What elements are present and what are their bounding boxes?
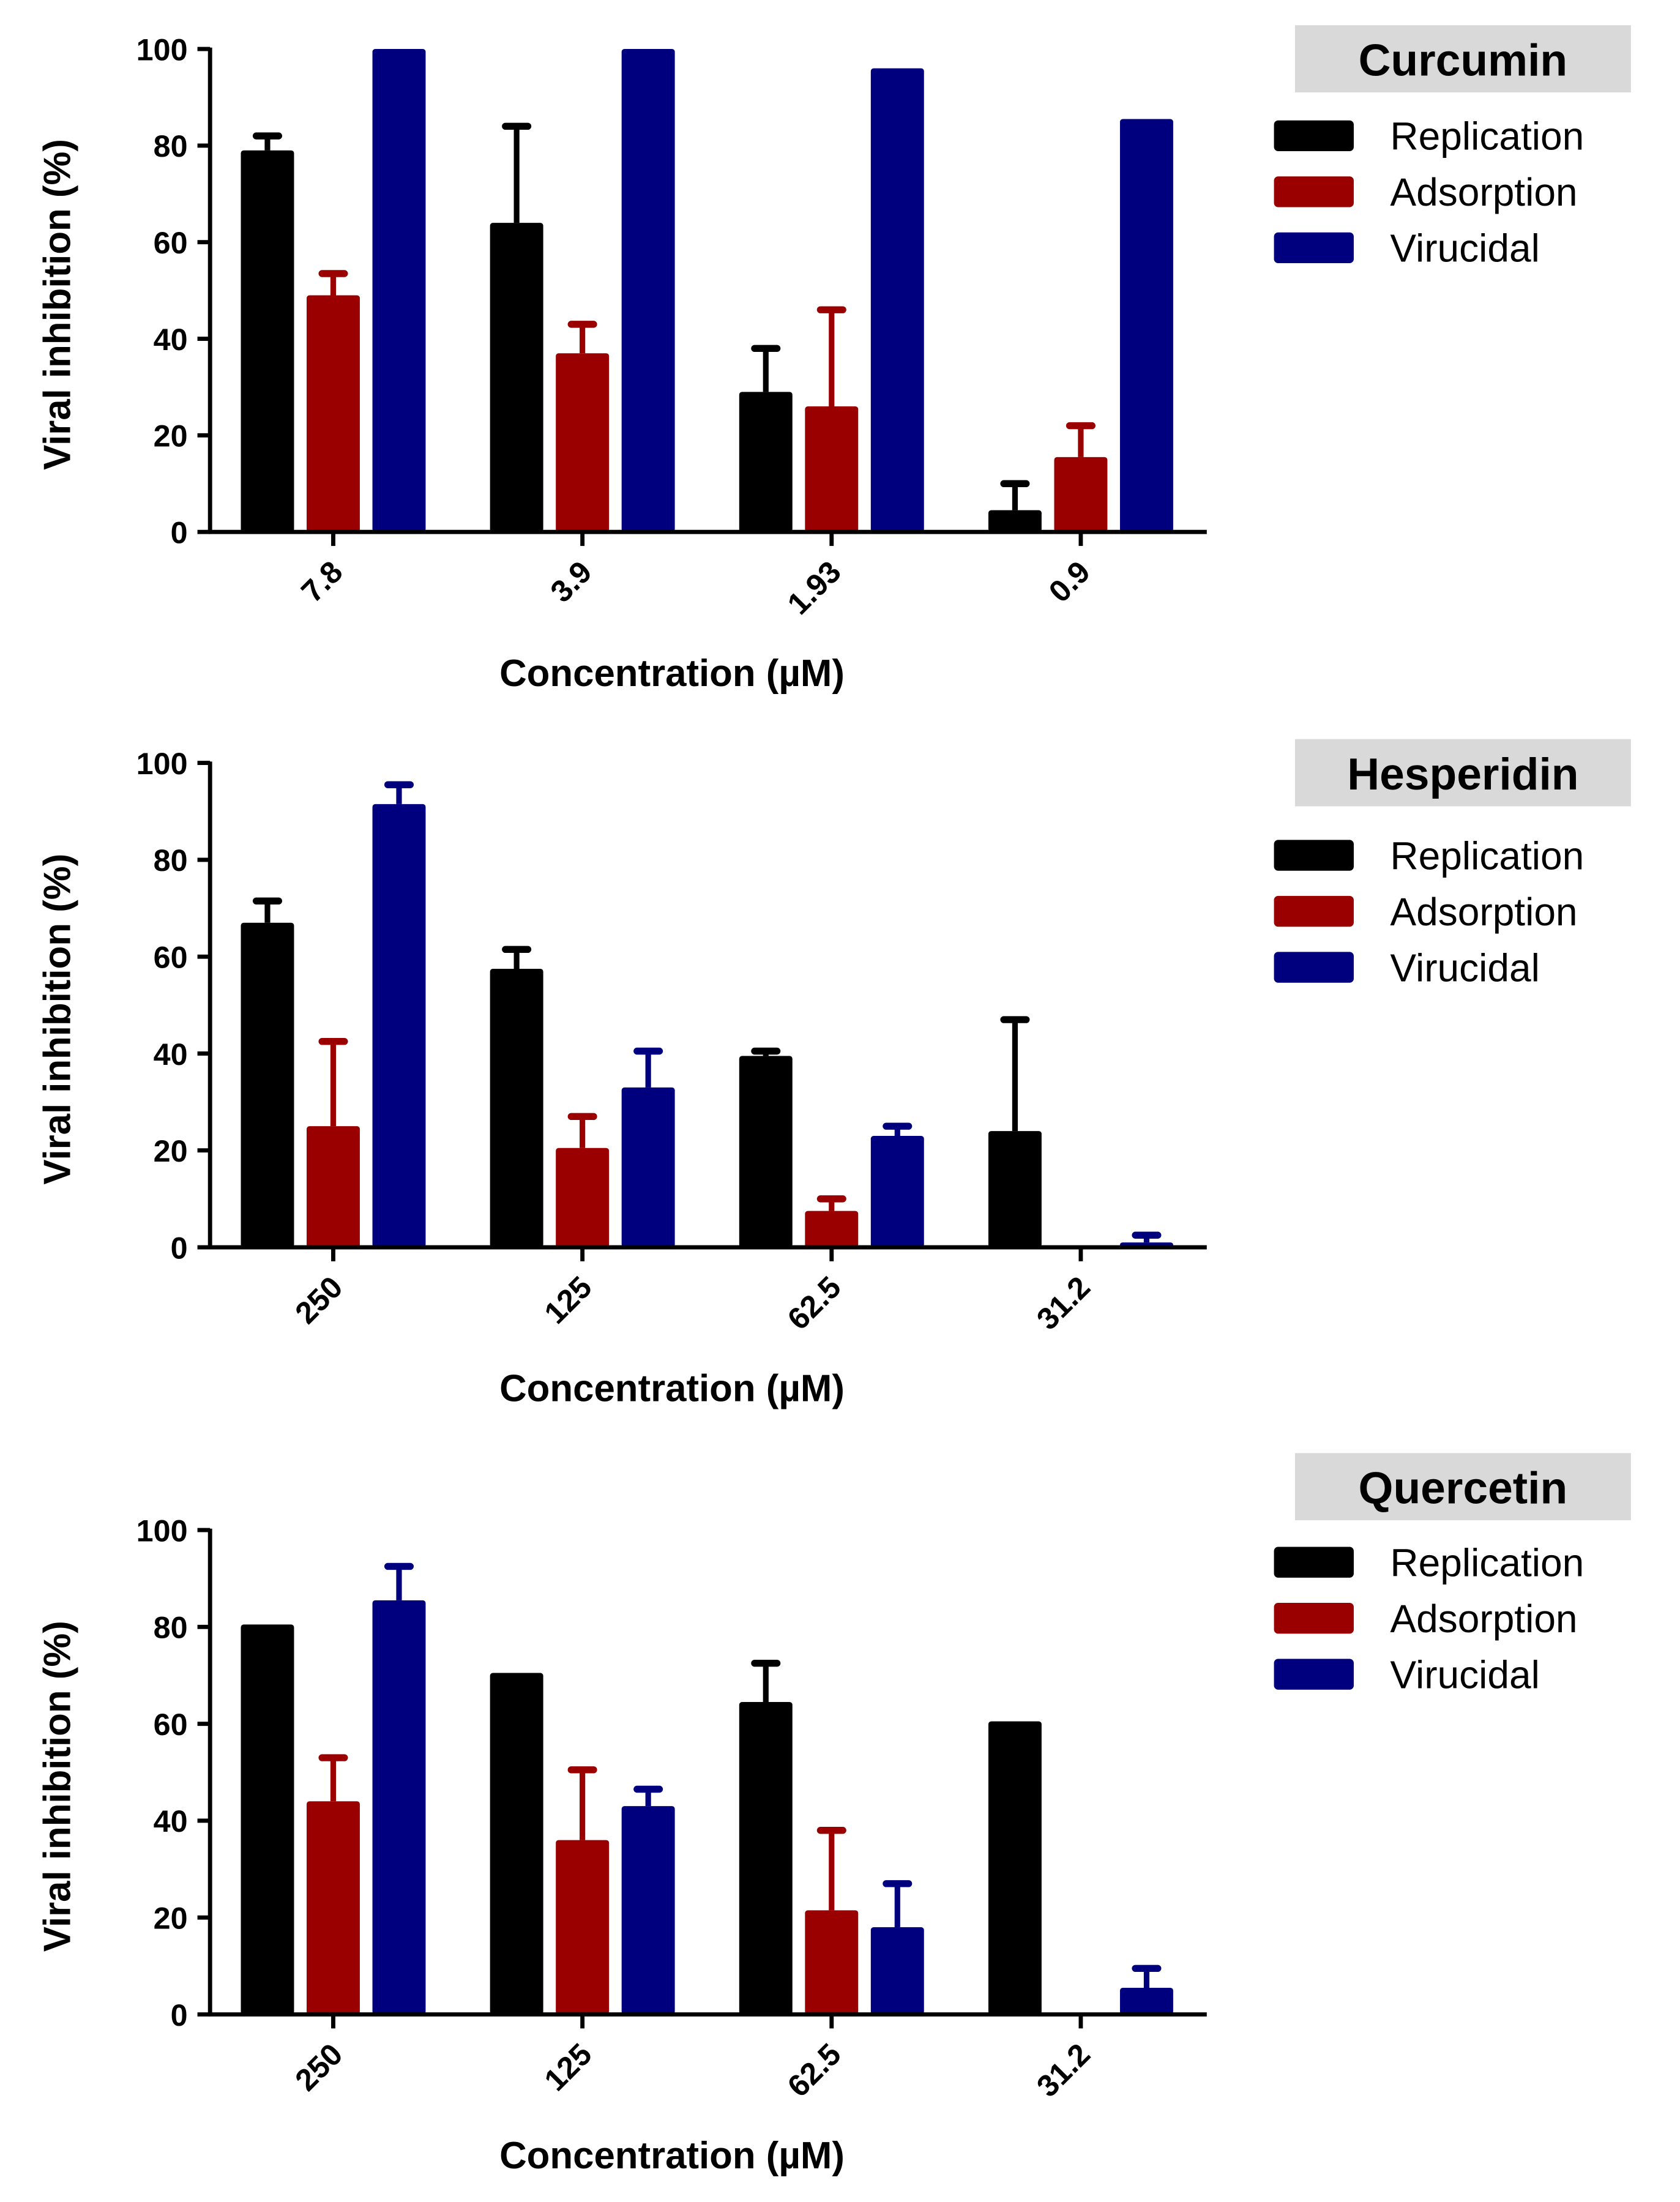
- legend-label: Adsorption: [1390, 890, 1577, 934]
- bar-virucidal: [870, 1927, 924, 2015]
- bar-replication: [241, 922, 294, 1248]
- bar-replication: [241, 1624, 294, 2015]
- bar-virucidal: [372, 1600, 426, 2015]
- x-tick-label: 0.9: [1042, 554, 1097, 609]
- y-axis-title: Viral inhibition (%): [36, 854, 78, 1185]
- bar-virucidal: [372, 49, 426, 532]
- bar-replication: [739, 1056, 793, 1248]
- y-tick-label: 60: [154, 225, 188, 260]
- x-tick-label: 62.5: [780, 2037, 848, 2104]
- y-tick-label: 20: [154, 1901, 188, 1936]
- y-tick-label: 100: [136, 1513, 188, 1548]
- legend-swatch-adsorption: [1274, 1603, 1354, 1634]
- y-tick-label: 80: [154, 843, 188, 878]
- y-tick-label: 60: [154, 1707, 188, 1742]
- chart-panel-hesperidin: 0 20 40 60 80 100 250 125 62.5 31.2 Concentration …: [36, 739, 1631, 1410]
- x-tick-label: 7.8: [294, 554, 349, 609]
- legend-swatch-adsorption: [1274, 895, 1354, 927]
- bar-replication: [988, 1721, 1042, 2015]
- chart-panel-curcumin: 0 20 40 60 80 100 7.8 3.9 1.93 0.9 Concentration (…: [36, 25, 1631, 695]
- bar-adsorption: [307, 1801, 360, 2015]
- bar-replication: [988, 510, 1042, 532]
- legend-swatch-replication: [1274, 840, 1354, 871]
- legend-label: Replication: [1390, 834, 1584, 878]
- legend-swatch-virucidal: [1274, 1659, 1354, 1690]
- bar-adsorption: [556, 1840, 610, 2015]
- bar-virucidal: [1119, 119, 1173, 532]
- x-axis-title: Concentration (µM): [499, 652, 845, 695]
- bar-replication: [988, 1131, 1042, 1248]
- bar-replication: [739, 1702, 793, 2015]
- y-axis-title: Viral inhibition (%): [36, 139, 78, 470]
- bar-adsorption: [556, 1148, 610, 1248]
- y-tick-label: 0: [171, 1998, 188, 2032]
- bar-virucidal: [870, 68, 924, 532]
- y-tick-label: 0: [171, 1230, 188, 1265]
- bar-replication: [490, 968, 543, 1248]
- x-tick-label: 250: [288, 2037, 349, 2098]
- bar-virucidal: [372, 804, 426, 1248]
- chart-title: Curcumin: [1359, 35, 1568, 86]
- y-tick-label: 20: [154, 1133, 188, 1168]
- y-axis-title: Viral inhibition (%): [36, 1621, 78, 1952]
- legend-label: Adsorption: [1390, 1597, 1577, 1641]
- legend-label: Virucidal: [1390, 226, 1539, 271]
- x-tick-label: 31.2: [1029, 1269, 1097, 1337]
- legend-swatch-adsorption: [1274, 176, 1354, 207]
- x-axis-title: Concentration (µM): [499, 2135, 845, 2177]
- bar-replication: [739, 392, 793, 532]
- bar-virucidal: [621, 1087, 675, 1248]
- bar-adsorption: [307, 1126, 360, 1248]
- chart-title-box: [1294, 739, 1631, 807]
- legend-label: Virucidal: [1390, 946, 1539, 990]
- legend-swatch-replication: [1274, 1547, 1354, 1578]
- y-tick-label: 40: [154, 322, 188, 357]
- y-tick-label: 100: [136, 746, 188, 781]
- bar-virucidal: [870, 1136, 924, 1248]
- bar-virucidal: [621, 49, 675, 532]
- bar-adsorption: [1054, 457, 1108, 532]
- bar-adsorption: [556, 353, 610, 532]
- chart-title-box: [1294, 1453, 1631, 1521]
- legend-label: Replication: [1390, 114, 1584, 159]
- chart-title: Quercetin: [1359, 1463, 1568, 1513]
- x-tick-label: 125: [537, 1269, 599, 1331]
- y-tick-label: 80: [154, 129, 188, 163]
- legend-swatch-replication: [1274, 120, 1354, 152]
- bar-virucidal: [1119, 1987, 1173, 2015]
- chart-title-box: [1294, 25, 1631, 92]
- bar-virucidal: [621, 1806, 675, 2015]
- y-tick-label: 80: [154, 1610, 188, 1645]
- bar-replication: [490, 1673, 543, 2015]
- bar-replication: [490, 223, 543, 532]
- y-tick-label: 20: [154, 419, 188, 453]
- x-axis-title: Concentration (µM): [499, 1368, 845, 1410]
- bar-replication: [241, 150, 294, 532]
- y-tick-label: 40: [154, 1037, 188, 1072]
- y-tick-label: 0: [171, 515, 188, 550]
- legend-label: Adsorption: [1390, 170, 1577, 214]
- bar-adsorption: [805, 1910, 859, 2015]
- chart-panel-quercetin: 0 20 40 60 80 100 250 125 62.5 31.2 Concentration …: [36, 1453, 1631, 2177]
- y-tick-label: 100: [136, 32, 188, 67]
- x-tick-label: 1.93: [780, 554, 848, 621]
- legend-label: Virucidal: [1390, 1653, 1539, 1697]
- legend-swatch-virucidal: [1274, 232, 1354, 264]
- y-tick-label: 40: [154, 1804, 188, 1838]
- x-tick-label: 3.9: [543, 554, 599, 609]
- x-tick-label: 125: [537, 2037, 599, 2098]
- bar-adsorption: [805, 406, 859, 532]
- y-tick-label: 60: [154, 939, 188, 974]
- chart-title: Hesperidin: [1347, 749, 1578, 799]
- x-tick-label: 31.2: [1029, 2037, 1097, 2104]
- bar-adsorption: [307, 295, 360, 532]
- x-tick-label: 250: [288, 1269, 349, 1331]
- legend-swatch-virucidal: [1274, 952, 1354, 983]
- x-tick-label: 62.5: [780, 1269, 848, 1337]
- bar-adsorption: [805, 1211, 859, 1248]
- legend-label: Replication: [1390, 1541, 1584, 1585]
